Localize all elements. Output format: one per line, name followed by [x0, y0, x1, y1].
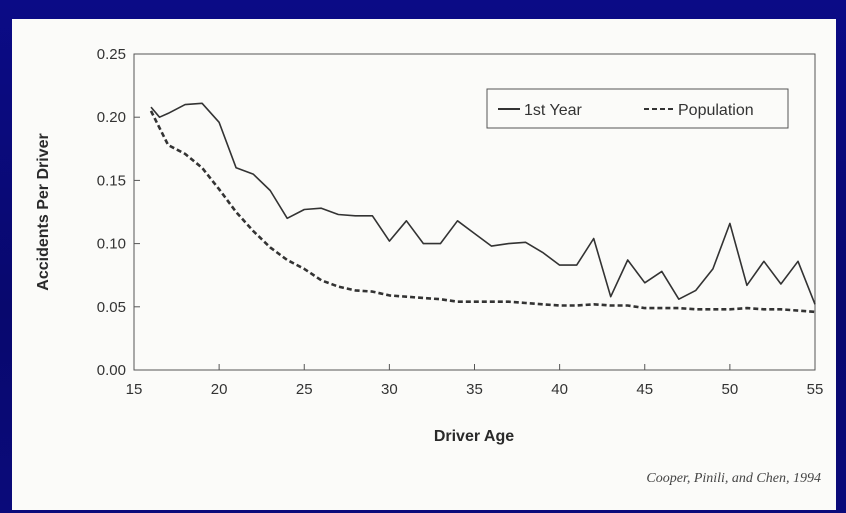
source-credit: Cooper, Pinili, and Chen, 1994	[646, 471, 821, 486]
y-tick-label: 0.15	[97, 172, 126, 189]
y-tick-label: 0.00	[97, 362, 126, 379]
x-axis-title: Driver Age	[434, 428, 514, 445]
y-tick-label: 0.20	[97, 109, 126, 126]
y-axis-title: Accidents Per Driver	[35, 133, 52, 290]
legend: 1st Year Population	[486, 88, 789, 129]
line-chart: 0.00 0.05 0.10 0.15 0.20 0.25 15 20 25 30 35 40 45 5…	[35, 46, 824, 486]
x-tick-label: 45	[636, 381, 653, 398]
legend-label-1st-year: 1st Year	[524, 102, 583, 119]
x-tick-label: 35	[466, 381, 483, 398]
y-tick-label: 0.05	[97, 299, 126, 316]
x-axis-ticks: 15 20 25 30 35 40 45 50 55	[126, 364, 824, 398]
legend-label-population: Population	[678, 102, 754, 119]
series-line-population	[149, 110, 816, 314]
x-tick-label: 40	[551, 381, 568, 398]
x-tick-label: 50	[722, 381, 739, 398]
series-line-1st-year	[150, 102, 816, 305]
x-tick-label: 15	[126, 381, 143, 398]
x-tick-label: 25	[296, 381, 313, 398]
figure-panel: 0.00 0.05 0.10 0.15 0.20 0.25 15 20 25 30 35 40 45 5…	[12, 19, 836, 510]
x-tick-label: 30	[381, 381, 398, 398]
legend-box	[486, 88, 789, 129]
x-tick-label: 20	[211, 381, 228, 398]
y-axis-ticks: 0.00 0.05 0.10 0.15 0.20 0.25	[97, 46, 140, 379]
x-tick-label: 55	[807, 381, 824, 398]
y-tick-label: 0.25	[97, 46, 126, 63]
y-tick-label: 0.10	[97, 236, 126, 253]
series-lines	[149, 102, 816, 314]
